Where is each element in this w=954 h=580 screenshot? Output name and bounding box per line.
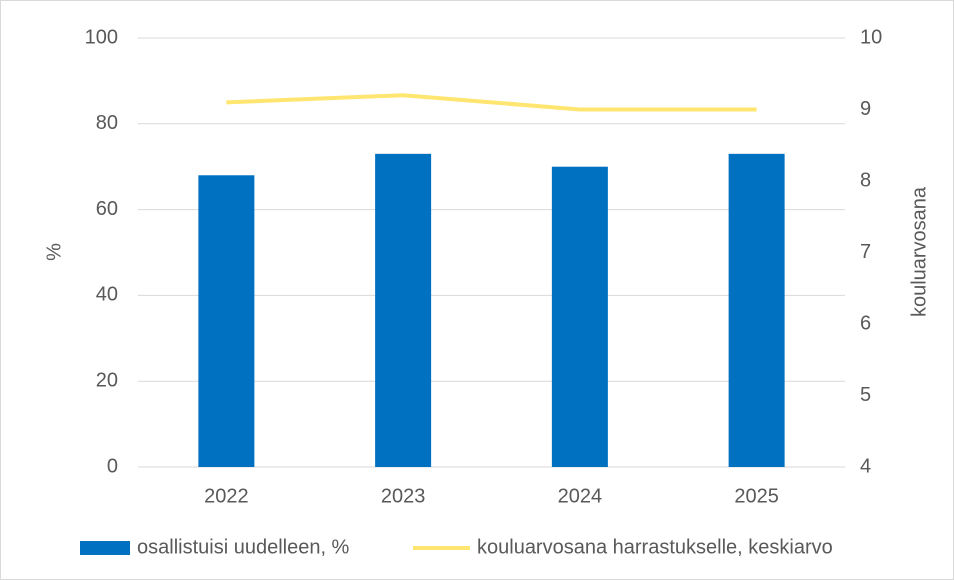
bar xyxy=(198,175,255,467)
y-tick-label: 40 xyxy=(96,284,118,306)
y2-tick-label: 8 xyxy=(860,169,871,191)
y2-axis-title: kouluarvosana xyxy=(908,186,930,317)
bar xyxy=(728,153,785,467)
bar xyxy=(551,166,608,467)
y-tick-label: 60 xyxy=(96,198,118,220)
x-tick-label: 2024 xyxy=(558,485,603,507)
x-tick-label: 2023 xyxy=(381,485,426,507)
legend-swatch xyxy=(80,541,130,555)
y2-tick-label: 10 xyxy=(860,26,882,48)
y2-tick-label: 9 xyxy=(860,98,871,120)
x-tick-label: 2022 xyxy=(204,485,249,507)
y-tick-label: 100 xyxy=(85,26,118,48)
legend-label: osallistuisi uudelleen, % xyxy=(137,536,350,558)
y2-tick-label: 7 xyxy=(860,241,871,263)
line xyxy=(226,93,757,112)
y-tick-label: 80 xyxy=(96,112,118,134)
y-tick-label: 20 xyxy=(96,369,118,391)
legend-label: kouluarvosana harrastukselle, keskiarvo xyxy=(477,536,833,558)
bar xyxy=(375,153,432,467)
y2-tick-label: 6 xyxy=(860,312,871,334)
y-tick-label: 0 xyxy=(107,455,118,477)
x-tick-label: 2025 xyxy=(734,485,779,507)
y2-tick-label: 5 xyxy=(860,384,871,406)
y-axis-title: % xyxy=(43,243,65,261)
y2-tick-label: 4 xyxy=(860,455,871,477)
